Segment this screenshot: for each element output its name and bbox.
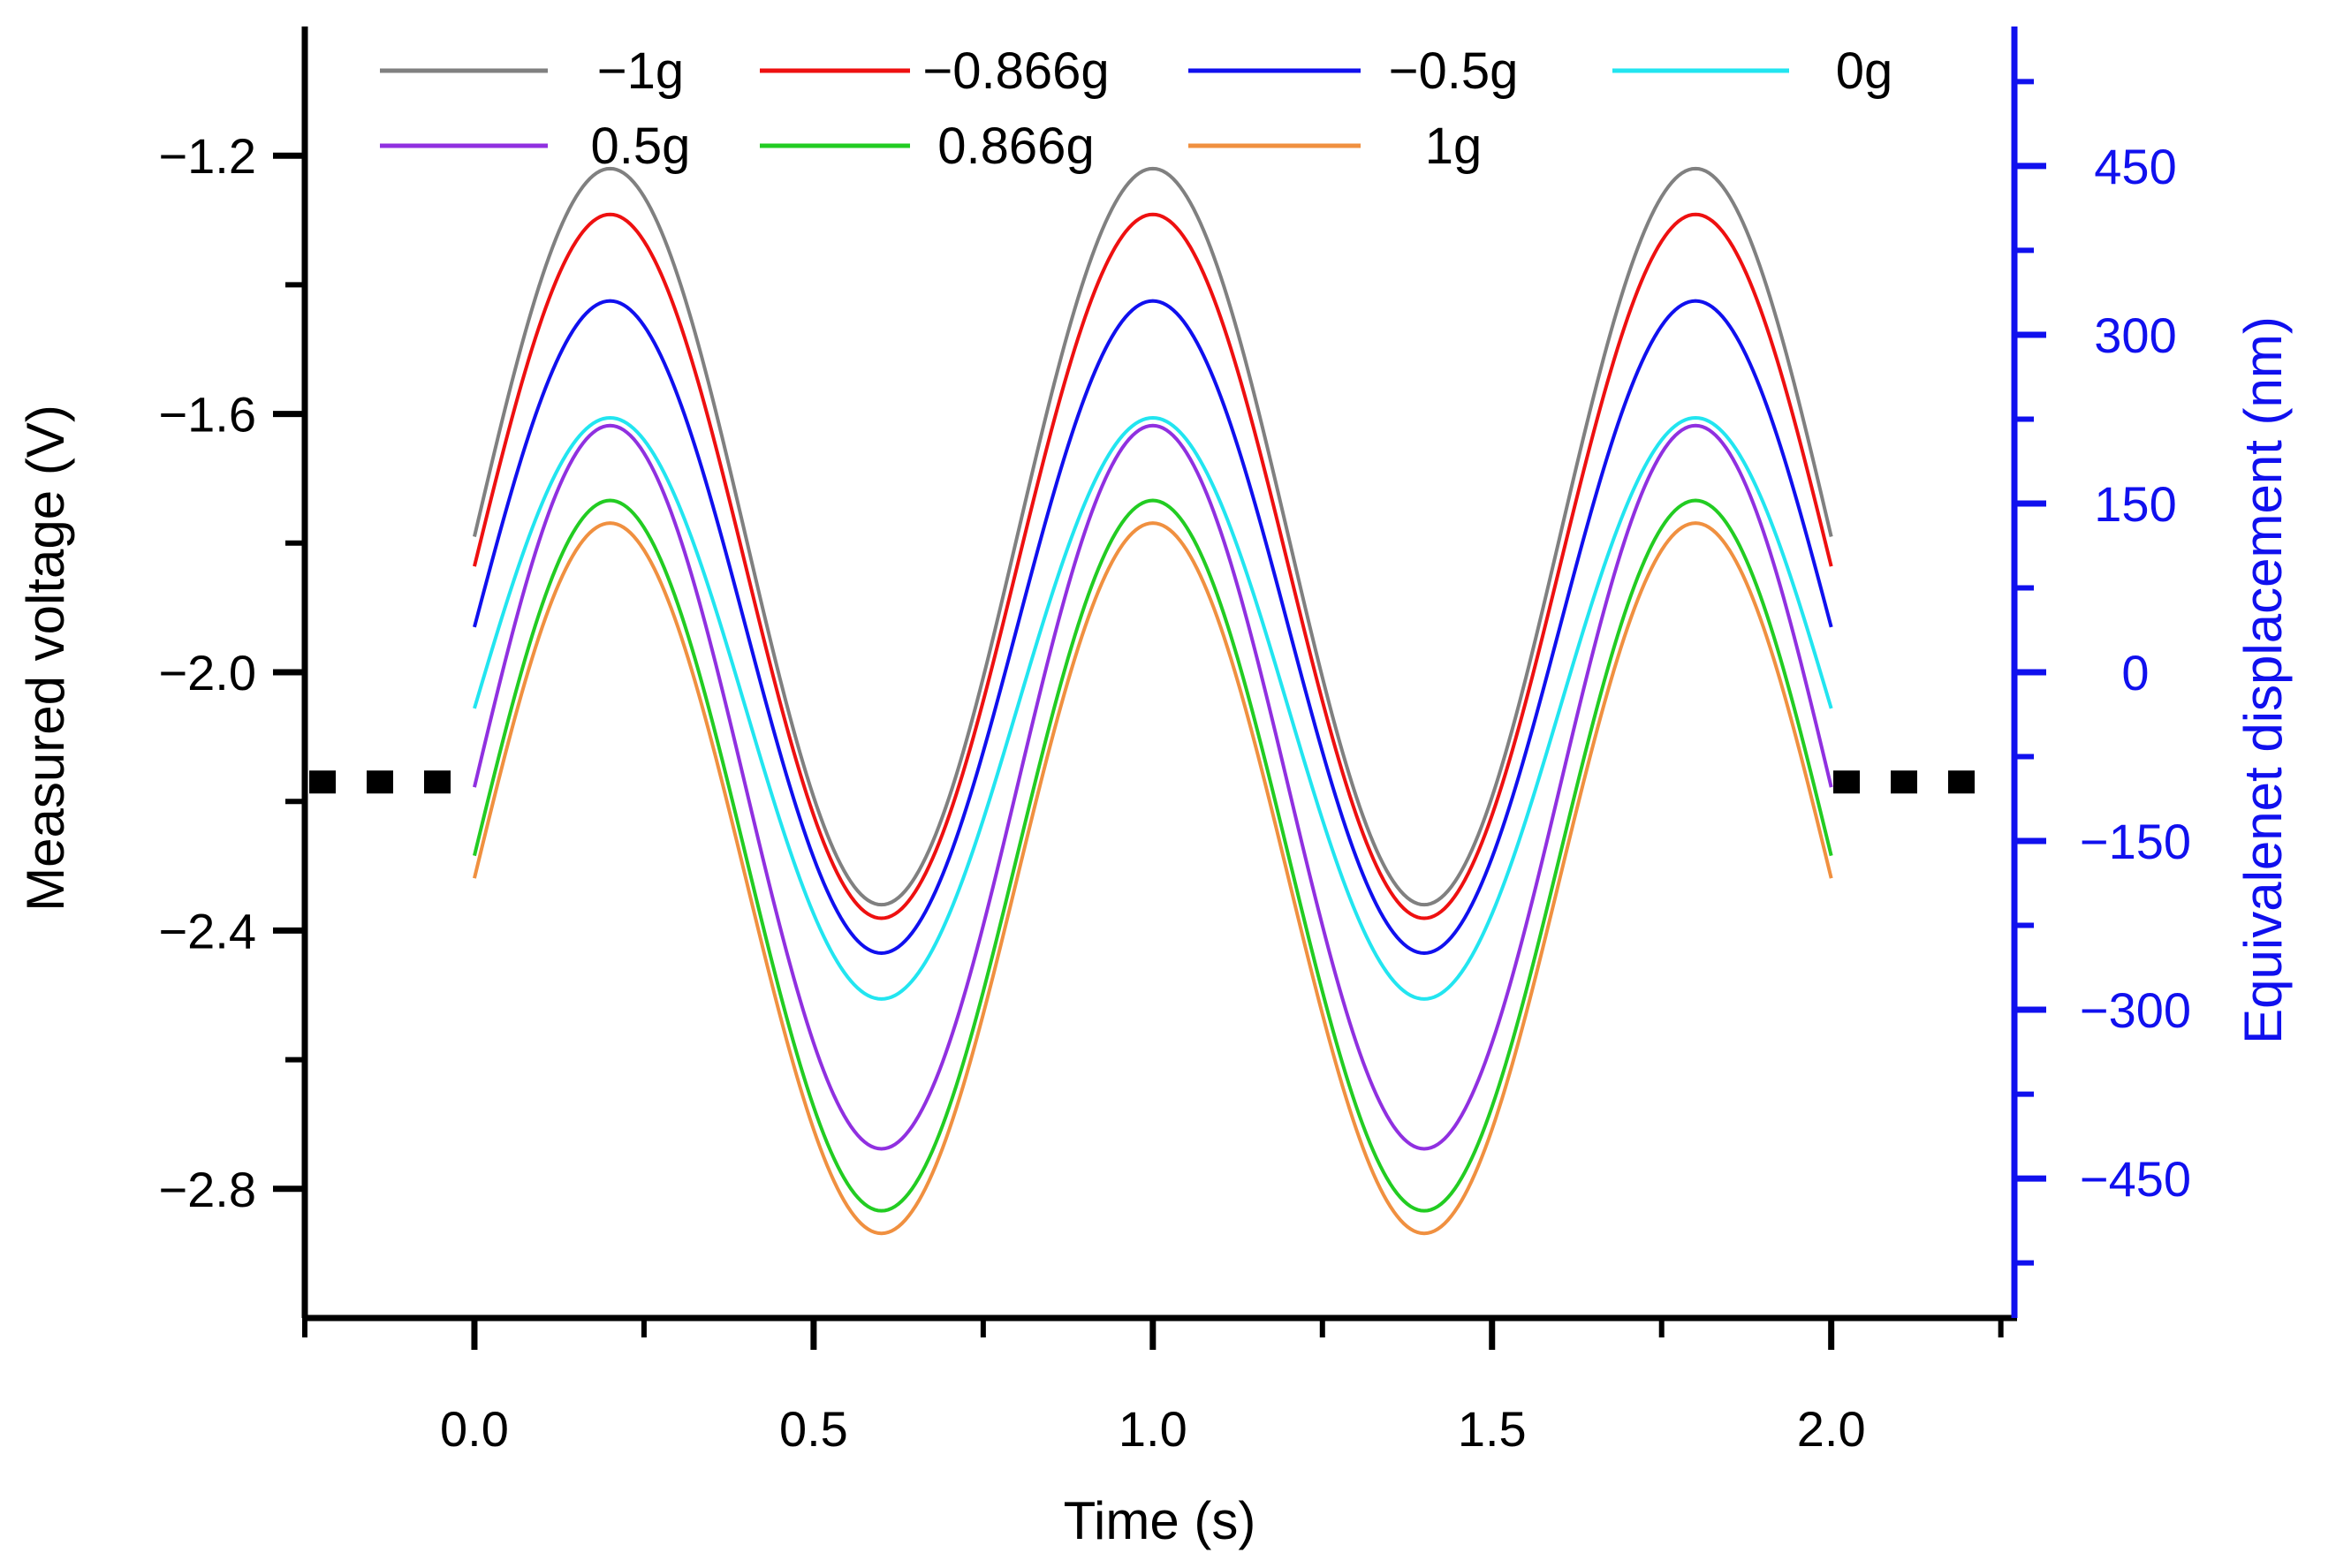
legend-label: −0.866g	[922, 42, 1109, 100]
legend-label: −0.5g	[1389, 42, 1519, 100]
x-tick-label: 2.0	[1797, 1401, 1866, 1457]
y-tick-label: −2.0	[158, 645, 256, 701]
legend: −1g −0.866g −0.5g 0g 0.5g 0.866g 1g	[380, 42, 1892, 175]
y-tick-label: −1.2	[158, 128, 256, 184]
y-axis-title: Measured voltage (V)	[16, 405, 75, 912]
y2-tick-label: 150	[2094, 476, 2176, 532]
series-line-5	[473, 498, 1833, 1213]
series-line-0	[473, 166, 1833, 907]
y2-axis-title: Equivalenet displacement (nm)	[2234, 316, 2293, 1044]
y2-tick-label: −150	[2080, 814, 2191, 869]
series-line-1	[473, 212, 1833, 920]
x-tick-label: 1.0	[1119, 1401, 1187, 1457]
legend-label: 0.866g	[937, 117, 1094, 175]
x-tick-label: 1.5	[1458, 1401, 1527, 1457]
series-line-3	[473, 415, 1833, 1001]
y2-tick-label: −450	[2080, 1151, 2191, 1207]
legend-label: 0.5g	[591, 117, 691, 175]
series-line-2	[473, 299, 1833, 955]
y-tick-label: −2.4	[158, 903, 256, 958]
y-axis-left: −1.2 −1.6 −2.0 −2.4 −2.8	[158, 128, 305, 1217]
plot-frame	[301, 27, 2018, 1322]
series-lines	[473, 166, 1833, 1236]
y-axis-right: 450 300 150 0 −150 −300 −450	[2014, 79, 2191, 1266]
x-axis-title: Time (s)	[1064, 1491, 1256, 1550]
y-tick-label: −2.8	[158, 1162, 256, 1217]
series-line-6	[473, 521, 1833, 1236]
y-tick-label: −1.6	[158, 387, 256, 443]
x-tick-label: 0.5	[779, 1401, 848, 1457]
legend-label: 0g	[1836, 42, 1893, 100]
y2-tick-label: 300	[2094, 307, 2176, 363]
series-line-4	[473, 423, 1833, 1151]
x-tick-label: 0.0	[440, 1401, 509, 1457]
y2-tick-label: 450	[2094, 139, 2176, 194]
legend-label: −1g	[597, 42, 684, 100]
legend-label: 1g	[1425, 117, 1483, 175]
x-axis: 0.0 0.5 1.0 1.5 2.0	[302, 1318, 2004, 1457]
y2-tick-label: 0	[2121, 645, 2149, 701]
y2-tick-label: −300	[2080, 982, 2191, 1038]
